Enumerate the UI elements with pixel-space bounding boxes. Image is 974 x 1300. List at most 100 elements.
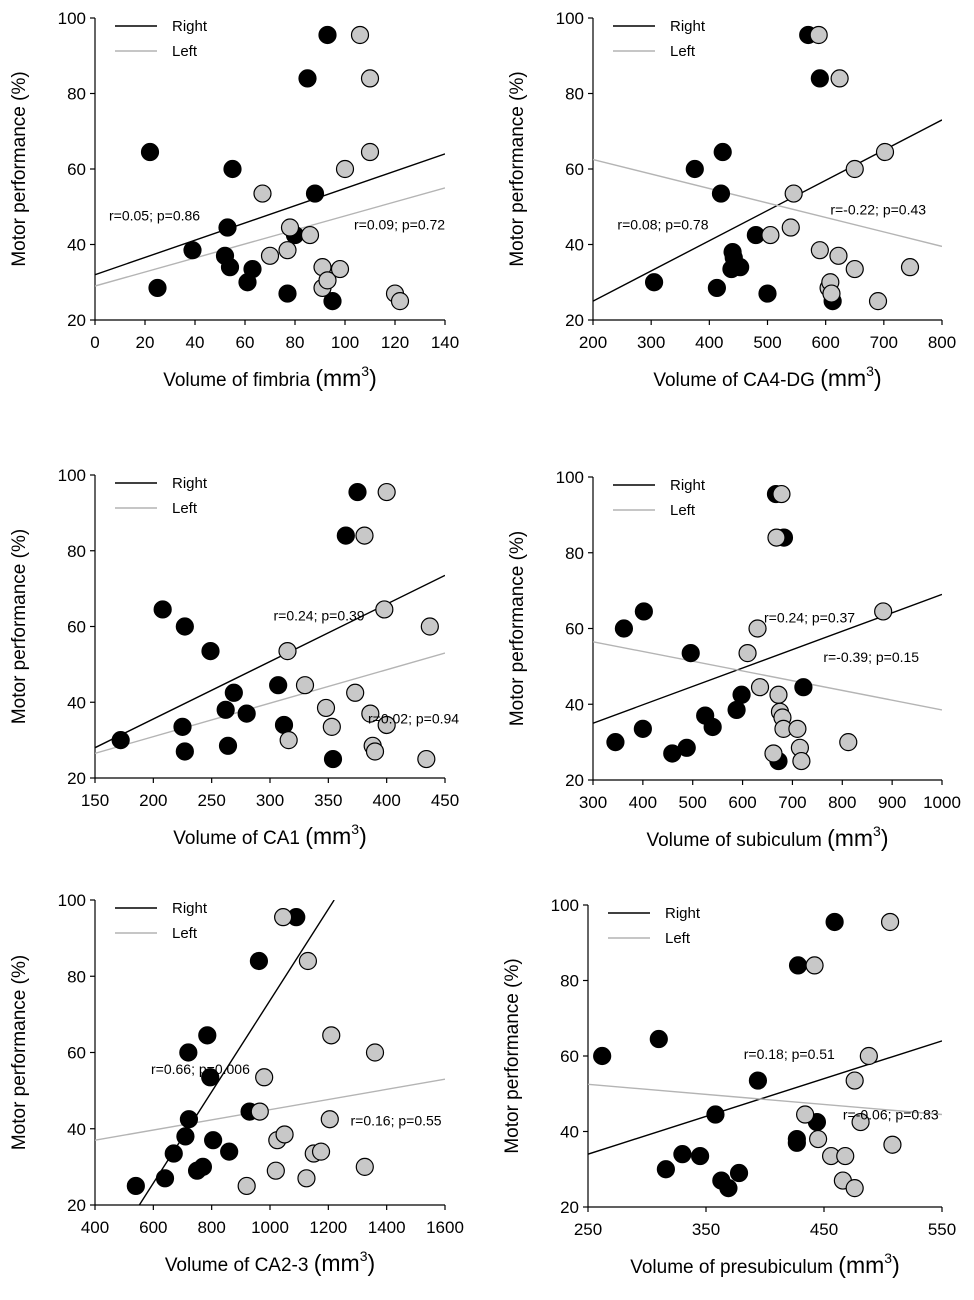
point-right: [204, 1131, 223, 1150]
y-tick-label: 60: [67, 160, 86, 179]
stat-annotation-right: r=0.05; p=0.86: [109, 207, 200, 223]
stat-annotation-right: r=0.66; p=0.006: [151, 1061, 250, 1077]
point-right: [148, 278, 167, 298]
point-right: [707, 278, 726, 298]
point-left: [767, 528, 786, 547]
point-left: [346, 683, 365, 702]
x-tick-label: 300: [637, 333, 665, 352]
x-tick-label: 200: [139, 791, 167, 810]
stat-annotation-right: r=0.08; p=0.78: [617, 216, 708, 232]
y-tick-label: 80: [67, 967, 86, 986]
x-tick-label: 1200: [309, 1218, 347, 1237]
point-right: [298, 69, 317, 88]
point-left: [845, 259, 864, 279]
x-tick-label: 400: [695, 333, 723, 352]
point-left: [839, 733, 858, 752]
y-axis-label: Motor performance (%): [502, 958, 523, 1153]
x-axis-unit: (mm: [314, 1250, 360, 1276]
point-left: [420, 617, 439, 636]
point-right: [155, 1169, 175, 1188]
point-left: [830, 69, 849, 88]
y-axis-label: Motor performance (%): [9, 529, 30, 724]
x-tick-label: 250: [574, 1220, 602, 1239]
point-left: [335, 159, 355, 179]
point-left: [900, 258, 920, 277]
x-tick-label: 450: [810, 1220, 838, 1239]
regression-line-left: [95, 187, 445, 287]
point-right: [711, 184, 731, 203]
y-tick-label: 20: [67, 769, 86, 788]
point-right: [243, 259, 262, 279]
point-left: [278, 241, 297, 260]
point-right: [220, 258, 240, 277]
point-left: [417, 749, 436, 769]
y-axis-label: Motor performance (%): [9, 71, 30, 266]
point-right: [201, 1068, 220, 1087]
x-tick-label: 500: [753, 333, 781, 352]
point-right: [153, 600, 172, 619]
legend-label-left: Left: [172, 500, 198, 517]
y-axis-label: Motor performance (%): [9, 955, 30, 1150]
legend-label-left: Left: [172, 43, 198, 60]
x-axis-label: Volume of CA1 (mm3): [173, 821, 366, 849]
x-tick-label: 800: [928, 333, 956, 352]
point-left: [298, 951, 318, 971]
point-right: [198, 1026, 217, 1045]
point-right: [727, 700, 746, 720]
y-tick-label: 40: [565, 695, 584, 714]
point-left: [322, 717, 341, 736]
point-right: [348, 482, 367, 502]
x-tick-label: 600: [728, 793, 756, 812]
x-axis-label: Volume of CA2-3 (mm3): [165, 1248, 375, 1276]
point-left: [355, 1157, 374, 1176]
point-right: [218, 736, 238, 755]
panel-3: 20 40 60 80 100 150 200 250 300 350 400 450 Motor pe…: [9, 466, 459, 849]
stat-annotation-left: r=0.02; p=0.94: [368, 710, 459, 726]
panel-6: 20 40 60 80 100 250 350 450 550 Motor performance…: [502, 896, 956, 1278]
y-tick-label: 40: [67, 693, 86, 712]
x-axis-unit-exponent: 3: [360, 1248, 368, 1264]
y-tick-label: 20: [565, 311, 584, 330]
point-right: [224, 683, 243, 702]
point-right: [269, 676, 288, 695]
x-tick-label: 900: [878, 793, 906, 812]
point-left: [253, 184, 272, 203]
legend-label-left: Left: [172, 925, 198, 942]
point-left: [738, 644, 757, 663]
point-right: [681, 644, 700, 663]
point-left: [761, 225, 780, 245]
point-right: [173, 717, 192, 736]
point-right: [179, 1110, 199, 1129]
y-tick-label: 80: [565, 544, 584, 563]
point-left: [237, 1176, 256, 1196]
x-axis-unit: (mm: [305, 823, 351, 849]
x-tick-label: 1400: [368, 1218, 406, 1237]
point-right: [719, 1179, 738, 1198]
legend-label-right: Right: [665, 905, 701, 922]
legend-label-right: Right: [670, 18, 706, 35]
point-right: [748, 1071, 768, 1090]
x-tick-label: 700: [778, 793, 806, 812]
regression-line-right: [588, 1040, 942, 1155]
stat-annotation-left: r=-0.06; p=0.83: [843, 1106, 939, 1122]
y-tick-label: 60: [565, 620, 584, 639]
x-tick-label: 800: [197, 1218, 225, 1237]
x-tick-label: 400: [629, 793, 657, 812]
point-right: [649, 1029, 668, 1049]
point-left: [750, 678, 770, 697]
y-tick-label: 20: [565, 771, 584, 790]
point-left: [796, 1105, 815, 1124]
stat-annotation-left: r=-0.22; p=0.43: [830, 201, 926, 217]
point-left: [809, 25, 828, 45]
y-tick-label: 100: [58, 891, 86, 910]
x-axis-unit-exponent: 3: [873, 823, 881, 839]
x-tick-label: 300: [256, 791, 284, 810]
x-tick-label: 600: [139, 1218, 167, 1237]
point-left: [280, 218, 300, 237]
point-right: [201, 642, 220, 661]
x-tick-label: 0: [90, 333, 99, 352]
stat-annotation-left: r=-0.39; p=0.15: [823, 649, 919, 665]
point-right: [164, 1144, 183, 1163]
point-left: [784, 184, 803, 203]
